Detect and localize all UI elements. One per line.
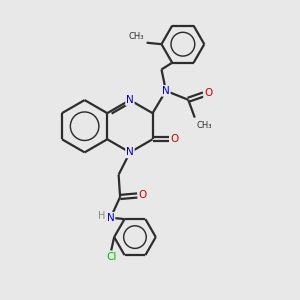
Text: CH₃: CH₃ [196,121,212,130]
Text: N: N [162,86,170,96]
Text: CH₃: CH₃ [129,32,144,41]
Text: N: N [126,95,134,105]
Text: N: N [126,147,134,158]
Text: O: O [204,88,212,98]
Text: N: N [107,213,115,223]
Text: O: O [139,190,147,200]
Text: H: H [98,211,105,221]
Text: Cl: Cl [106,252,116,262]
Text: O: O [170,134,178,144]
